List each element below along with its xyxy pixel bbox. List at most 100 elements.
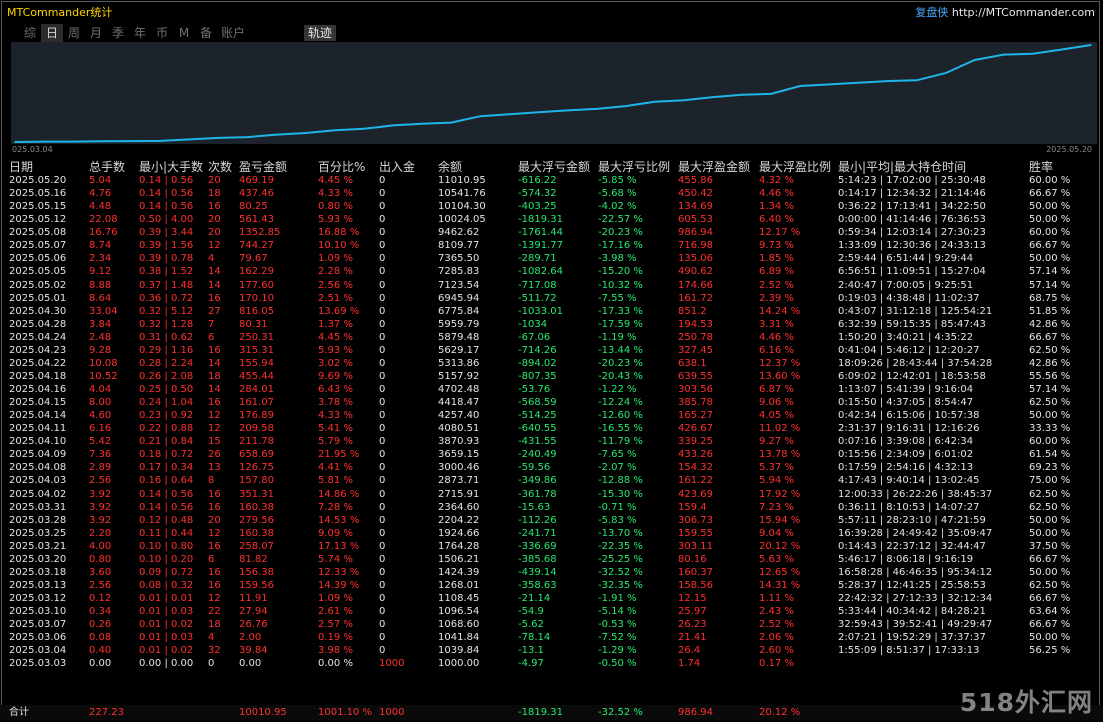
col-percent-cell: 5.41 % <box>318 423 353 435</box>
equity-point <box>944 72 947 74</box>
equity-point <box>973 59 976 61</box>
col-date-total: 合计 <box>9 707 29 718</box>
col-max-float-loss-pct-cell: -5.68 % <box>598 188 637 200</box>
equity-point <box>305 132 307 134</box>
col-pnl-header[interactable]: 盈亏金额 <box>239 160 288 174</box>
tab-week[interactable]: 周 <box>67 26 80 40</box>
col-deposit-header[interactable]: 出入金 <box>379 160 416 174</box>
col-lots-cell: 22.08 <box>89 214 118 226</box>
col-count-cell: 20 <box>208 514 221 526</box>
col-max-float-profit-cell: 134.69 <box>678 201 713 213</box>
col-max-float-loss-cell: -1761.44 <box>518 227 563 239</box>
col-balance-cell: 1041.84 <box>438 632 480 644</box>
col-hold-time-cell: 5:14:23 | 17:02:00 | 25:30:48 <box>838 175 986 186</box>
track-button[interactable]: 轨迹 <box>304 25 336 41</box>
col-max-float-profit-pct-header[interactable]: 最大浮盈比例 <box>759 160 832 174</box>
col-percent-cell: 1.09 % <box>318 253 353 265</box>
col-percent-cell: 2.51 % <box>318 292 353 304</box>
tab-day[interactable]: 日 <box>41 24 63 42</box>
tab-summary[interactable]: 综 <box>23 26 36 40</box>
tab-note[interactable]: 备 <box>199 26 212 40</box>
col-max-float-profit-cell: 26.4 <box>678 645 701 657</box>
chart-start-date: 025.03.04 <box>12 145 53 154</box>
equity-point <box>712 96 714 98</box>
col-balance-cell: 7365.50 <box>438 253 480 265</box>
col-win-rate-cell: 57.14 % <box>1029 279 1071 291</box>
col-min-max-lots-cell: 0.16 | 0.64 <box>139 475 194 487</box>
col-min-max-lots-header[interactable]: 最小|大手数 <box>139 160 204 174</box>
col-min-max-lots-cell: 0.25 | 0.50 <box>139 384 194 395</box>
col-pnl-cell: 561.43 <box>239 214 274 226</box>
tab-m[interactable]: M <box>178 26 190 40</box>
col-deposit-cell: 0 <box>379 305 386 317</box>
col-deposit-cell: 0 <box>379 227 386 239</box>
col-max-float-profit-pct-cell: 4.46 % <box>759 188 794 200</box>
col-max-float-loss-pct-cell: -32.52 % <box>598 566 643 578</box>
col-date-header[interactable]: 日期 <box>9 160 34 174</box>
col-max-float-loss-cell: -511.72 <box>518 292 557 304</box>
col-max-float-loss-pct-header[interactable]: 最大浮亏比例 <box>598 160 671 174</box>
col-lots-total: 227.23 <box>89 707 124 718</box>
col-min-max-lots-cell: 0.39 | 1.56 <box>139 240 194 252</box>
equity-point <box>363 128 365 130</box>
col-win-rate-header[interactable]: 胜率 <box>1029 160 1054 174</box>
col-max-float-loss-pct-cell: -15.30 % <box>598 488 643 500</box>
col-count-cell: 22 <box>208 606 221 618</box>
col-max-float-profit-header[interactable]: 最大浮盈金额 <box>678 160 751 174</box>
col-balance-cell: 3000.46 <box>438 462 480 474</box>
col-pnl-cell: 161.07 <box>239 397 274 409</box>
col-hold-time-cell: 4:17:43 | 9:40:14 | 13:02:45 <box>838 475 980 487</box>
col-min-max-lots-cell: 0.10 | 0.80 <box>139 540 194 552</box>
equity-point <box>1090 44 1092 46</box>
col-date-cell: 2025.03.06 <box>9 632 67 644</box>
col-pnl-cell: 79.67 <box>239 253 268 265</box>
tab-account[interactable]: 账户 <box>220 26 245 40</box>
col-lots-cell: 2.89 <box>89 462 112 474</box>
col-balance-header[interactable]: 余额 <box>438 160 463 174</box>
col-max-float-profit-pct-cell: 20.12 % <box>759 540 801 552</box>
col-date-cell: 2025.04.16 <box>9 384 67 395</box>
equity-point <box>101 140 103 143</box>
equity-point <box>828 83 831 86</box>
col-percent-cell: 5.81 % <box>318 475 353 487</box>
col-date-cell: 2025.05.20 <box>9 175 67 186</box>
col-pnl-cell: 284.01 <box>239 384 274 395</box>
col-max-float-profit-cell: 423.69 <box>678 488 713 500</box>
col-max-float-profit-cell: 159.55 <box>678 527 713 539</box>
col-max-float-profit-cell: 638.1 <box>678 357 707 369</box>
col-min-max-lots-cell: 0.26 | 2.08 <box>139 370 194 382</box>
col-percent-cell: 3.02 % <box>318 357 353 369</box>
brand-link[interactable]: 复盘侠 http://MTCommander.com <box>915 4 1095 20</box>
col-count-header[interactable]: 次数 <box>208 160 233 174</box>
col-max-float-profit-pct-cell: 4.32 % <box>759 175 794 186</box>
equity-point <box>624 105 627 107</box>
tab-year[interactable]: 年 <box>133 26 146 40</box>
col-balance-cell: 4080.51 <box>438 423 480 435</box>
brand-url[interactable]: http://MTCommander.com <box>951 6 1095 19</box>
col-date-cell: 2025.04.30 <box>9 305 67 317</box>
col-percent-header[interactable]: 百分比% <box>318 160 366 174</box>
col-lots-header[interactable]: 总手数 <box>89 160 126 174</box>
tab-month[interactable]: 月 <box>89 26 102 40</box>
col-max-float-loss-pct-cell: -32.35 % <box>598 579 643 591</box>
col-hold-time-header[interactable]: 最小|平均|最大持仓时间 <box>838 160 967 174</box>
col-win-rate-cell: 61.54 % <box>1029 449 1071 461</box>
col-lots-cell: 4.04 <box>89 384 112 395</box>
col-lots-cell: 2.20 <box>89 527 112 539</box>
col-win-rate-cell: 66.67 % <box>1029 553 1071 565</box>
equity-point <box>275 133 278 136</box>
col-min-max-lots-cell: 0.31 | 0.62 <box>139 331 194 343</box>
col-date-cell: 2025.04.11 <box>9 423 67 435</box>
tab-currency[interactable]: 币 <box>155 26 168 40</box>
col-hold-time-cell: 0:36:22 | 17:13:41 | 34:22:50 <box>838 201 986 213</box>
col-max-float-profit-pct-cell: 4.46 % <box>759 331 794 343</box>
col-max-float-profit-cell: 306.73 <box>678 514 713 526</box>
col-pnl-total: 10010.95 <box>239 707 287 718</box>
col-max-float-loss-header[interactable]: 最大浮亏金额 <box>518 160 591 174</box>
tab-quarter[interactable]: 季 <box>111 26 124 40</box>
col-lots-cell: 9.28 <box>89 344 112 356</box>
col-lots-cell: 4.76 <box>89 188 112 200</box>
col-max-float-loss-cell: -1034 <box>518 318 548 330</box>
col-win-rate-cell: 33.33 % <box>1029 423 1071 435</box>
col-lots-cell: 2.34 <box>89 253 112 265</box>
